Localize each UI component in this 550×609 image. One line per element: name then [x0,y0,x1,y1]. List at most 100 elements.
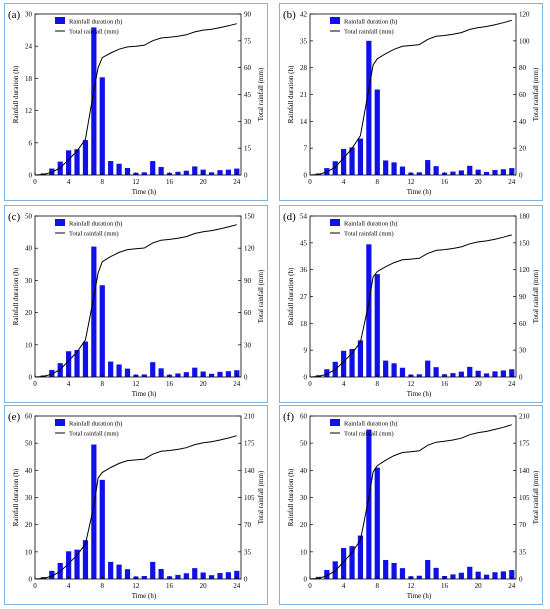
x-tick-label: 0 [33,380,37,388]
panel-label: (c) [8,211,21,223]
rainfall-duration-bar [234,370,240,377]
y2-tick-label: 105 [519,494,530,502]
legend-label: Total rainfall (mm) [344,431,394,438]
rainfall-duration-bar [82,341,89,377]
chart-svg-f: 0 4 8 12 16 20 2401020304050600357010514017521… [283,411,540,600]
x-tick-label: 4 [67,380,71,388]
rainfall-duration-bar [399,367,406,377]
legend-label: Rainfall duration (h) [344,19,397,26]
x-axis-label: Time (h) [407,390,432,398]
rainfall-duration-bar [234,168,240,175]
y2-tick-label: 15 [244,145,252,153]
y2-tick-label: 90 [519,293,527,301]
chart-panel-d: 0 4 8 12 16 20 24 0 9 18 27 36 45 54 0 30 60 90 120 150 180 T… [279,205,543,403]
y-tick-label: 24 [25,43,33,51]
total-rainfall-line [309,424,512,580]
x-tick-label: 16 [441,380,449,388]
y-tick-label: 30 [25,277,33,285]
x-tick-label: 16 [441,582,449,590]
x-axis-label: Time (h) [132,390,157,398]
rainfall-duration-bar [374,467,380,579]
rainfall-duration-bar [217,573,223,579]
y-tick-label: 60 [300,413,308,421]
y2-axis-label: Total rainfall (mm) [532,269,540,323]
x-tick-label: 12 [132,582,140,590]
legend-label: Rainfall duration (h) [69,421,122,428]
x-tick-label: 0 [308,380,312,388]
rainfall-duration-bar [366,244,372,377]
y-tick-label: 50 [25,213,33,221]
rainfall-duration-bar [108,161,114,175]
rainfall-duration-bar [433,367,439,377]
rainfall-duration-bar [108,561,114,579]
rainfall-duration-bar [66,150,72,175]
chart-panel-c: 0 4 8 12 16 20 24 0 10 20 30 40 50 0 30 60 90 120 150 Time … [4,205,268,403]
x-tick-label: 12 [407,380,415,388]
rainfall-duration-bar [433,166,439,175]
plot-frame [34,215,242,378]
legend-label: Total rainfall (mm) [344,29,394,36]
y-tick-label: 30 [25,494,33,502]
y2-tick-label: 0 [519,374,523,382]
rainfall-duration-bar [124,368,131,377]
y-tick-label: 0 [304,576,308,584]
rainfall-duration-bar [225,572,231,579]
y2-tick-label: 120 [519,266,530,274]
x-tick-label: 20 [200,380,208,388]
y2-tick-label: 180 [519,213,530,221]
legend-label: Total rainfall (mm) [69,431,119,438]
rainfall-duration-bar [509,570,515,579]
y-tick-label: 50 [25,440,33,448]
y-tick-label: 12 [25,107,33,115]
y2-tick-label: 90 [244,277,252,285]
rainfall-duration-bar [124,569,131,579]
rainfall-duration-bar [49,369,55,377]
y2-tick-label: 140 [519,467,530,475]
y-tick-label: 30 [25,11,33,19]
x-tick-label: 24 [508,380,516,388]
rainfall-duration-bar [391,562,397,579]
chart-panel-e: 0 4 8 12 16 20 24 0 10 20 30 40 50 60 0 35 70 105 140 175 21… [4,405,268,605]
y-tick-label: 45 [300,239,308,247]
chart-svg-e: 0 4 8 12 16 20 2401020304050600357010514017521… [8,411,265,600]
chart-svg-d: 0 4 8 12 16 20 240918273645540306090120150180T… [283,211,540,398]
chart-panel-a: 0 4 8 12 16 20 24 0 6 12 18 24 30 0 15 30 45 60 75 90 Time (… [4,3,268,201]
rainfall-duration-bar [82,140,89,175]
y-tick-label: 9 [304,347,308,355]
x-tick-label: 20 [200,582,208,590]
legend-label: Rainfall duration (h) [344,221,397,228]
rainfall-duration-bar [492,572,498,579]
y2-tick-label: 35 [519,548,527,556]
x-tick-label: 4 [342,380,346,388]
legend-bar-swatch [330,17,340,24]
rainfall-duration-bar [74,549,80,579]
x-tick-label: 24 [233,380,241,388]
rainfall-duration-bar [225,169,231,175]
rainfall-duration-bar [158,368,164,377]
rainfall-duration-bar [116,163,122,175]
y-tick-label: 35 [300,37,308,45]
rainfall-duration-bar [225,371,231,377]
rainfall-duration-bar [99,285,105,377]
rainfall-duration-bar [158,568,164,579]
rainfall-duration-bar [500,370,506,377]
legend-label: Total rainfall (mm) [344,231,394,238]
legend-bar-swatch [330,219,340,226]
rainfall-duration-bar [66,351,72,377]
rainfall-duration-bar [217,371,223,377]
y-axis-label: Rainfall duration (h) [12,65,20,123]
y-tick-label: 54 [300,213,308,221]
y2-tick-label: 210 [244,413,255,421]
legend-bar-swatch [55,419,65,426]
rainfall-duration-bar [49,570,55,579]
y-tick-label: 50 [300,440,308,448]
rainfall-duration-bar [74,349,80,377]
rainfall-duration-bar [425,160,431,175]
x-tick-label: 0 [308,178,312,186]
x-tick-label: 12 [132,178,140,186]
rainfall-duration-bar [483,171,490,175]
total-rainfall-line [34,23,237,176]
rainfall-duration-bar [234,570,240,579]
plot-frame [309,415,517,580]
